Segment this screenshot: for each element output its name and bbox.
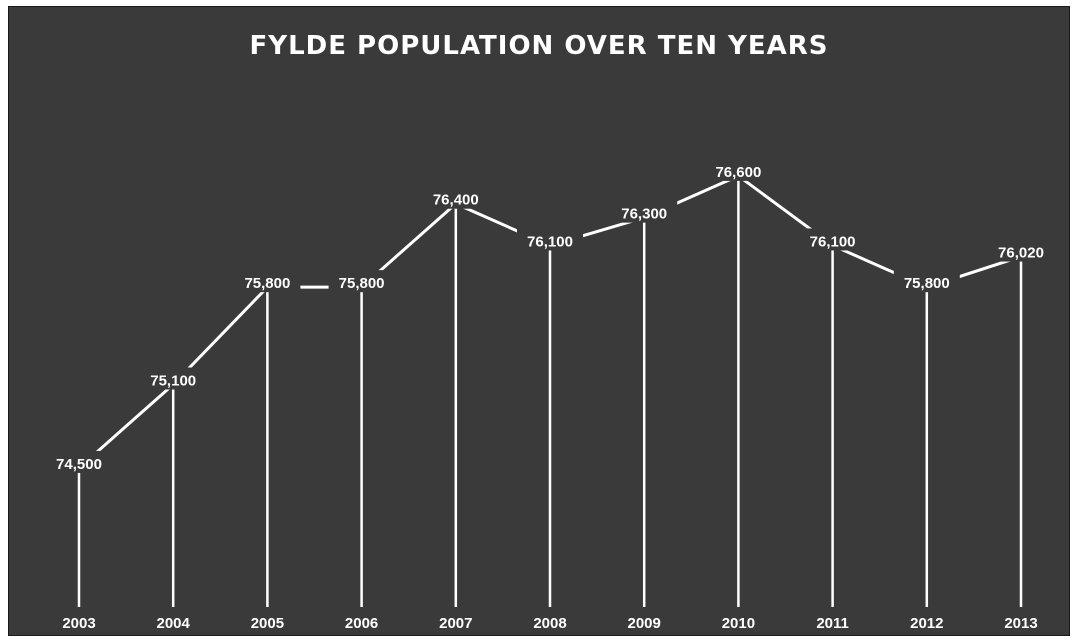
data-label-bg-2004 (140, 367, 207, 390)
data-label-2010: 76,600 (715, 164, 761, 181)
data-label-2009: 76,300 (621, 206, 667, 223)
data-label-bg-2012 (893, 270, 960, 293)
data-label-2006: 75,800 (339, 275, 385, 292)
data-label-2007: 76,400 (433, 192, 479, 209)
data-label-2003: 74,500 (56, 456, 102, 473)
x-tick-label-2008: 2008 (533, 615, 566, 632)
chart-frame: FYLDE POPULATION OVER TEN YEARS 74,500 75… (8, 6, 1070, 636)
data-label-2012: 75,800 (904, 275, 950, 292)
data-label-bg-2005 (234, 270, 301, 293)
x-tick-label-2003: 2003 (62, 615, 95, 632)
chart-title: FYLDE POPULATION OVER TEN YEARS (249, 31, 829, 61)
data-label-bg-2007 (422, 186, 489, 209)
data-label-bg-2003 (46, 450, 112, 473)
x-tick-label-2009: 2009 (628, 615, 661, 632)
data-label-2008: 76,100 (527, 233, 573, 250)
data-label-bg-2006 (328, 270, 395, 293)
data-label-2013: 76,020 (998, 245, 1044, 262)
data-label-bg-2013 (988, 239, 1054, 262)
data-label-2011: 76,100 (810, 233, 856, 250)
x-tick-label-2007: 2007 (439, 615, 472, 632)
data-label-bg-2010 (705, 158, 772, 181)
x-tick-label-2006: 2006 (345, 615, 378, 632)
x-tick-label-2005: 2005 (251, 615, 284, 632)
data-label-2004: 75,100 (150, 373, 196, 390)
x-tick-label-2012: 2012 (910, 615, 943, 632)
x-tick-label-2011: 2011 (816, 615, 849, 632)
data-label-bg-2009 (611, 200, 678, 223)
data-label-2005: 75,800 (244, 275, 290, 292)
data-label-bg-2011 (799, 228, 866, 251)
data-label-bg-2008 (517, 228, 583, 251)
x-tick-label-2013: 2013 (1004, 615, 1037, 632)
chart-plot: 74,500 75,100 75,800 75,800 76,400 76,100 76,3… (46, 158, 1054, 632)
x-tick-label-2010: 2010 (722, 615, 755, 632)
x-tick-label-2004: 2004 (157, 615, 191, 632)
